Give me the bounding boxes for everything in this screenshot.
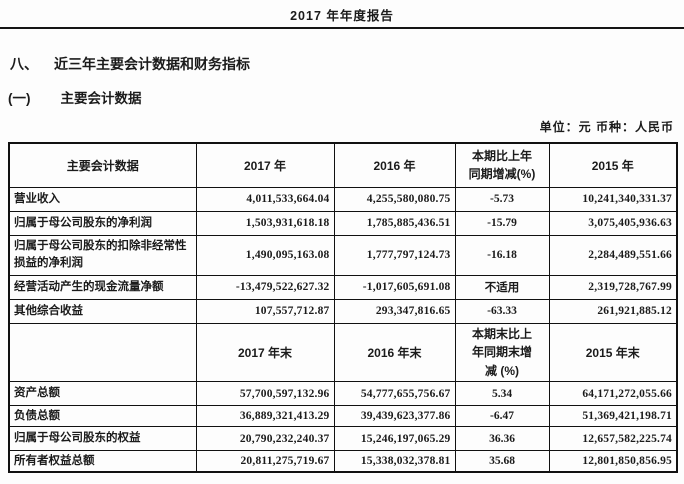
table-row: 营业收入 4,011,533,664.04 4,255,580,080.75 -…	[8, 186, 678, 212]
header-change-cell: 本期比上年 同期增减(%)	[454, 142, 550, 188]
table-header-endofyear: 2017 年末 2016 年末 本期末比上 年同期末增 减 (%) 2015 年…	[8, 322, 678, 383]
row-label: 归属于母公司股东的权益	[8, 426, 197, 452]
header-2015-cell: 2015 年末	[548, 322, 678, 383]
subsection-title: 主要会计数据	[60, 91, 142, 106]
row-label: 资产总额	[8, 381, 197, 407]
doc-title: 2017 年年度报告	[290, 9, 394, 23]
table-header-annual: 主要会计数据 2017 年 2016 年 本期比上年 同期增减(%) 2015 …	[8, 142, 678, 188]
header-change-line: 年同期末增	[471, 345, 532, 360]
value-2016: 15,338,032,378.81	[333, 450, 456, 473]
value-2016: 293,347,816.65	[333, 298, 456, 324]
value-2015: 3,075,405,936.63	[548, 210, 678, 236]
table-row: 经营活动产生的现金流量净额 -13,479,522,627.32 -1,017,…	[8, 274, 678, 300]
value-2015: 2,319,728,767.99	[548, 274, 678, 300]
header-2017-cell: 2017 年末	[195, 322, 335, 383]
value-2017: 4,011,533,664.04	[195, 186, 335, 212]
value-2015: 12,657,582,225.74	[548, 426, 678, 452]
value-change: -16.18	[454, 234, 550, 276]
value-change: -63.33	[454, 298, 550, 324]
row-label: 所有者权益总额	[8, 450, 197, 473]
subsection-heading: (一) 主要会计数据	[8, 87, 684, 107]
row-label: 归属于母公司股东的净利润	[8, 210, 197, 236]
value-2016: 4,255,580,080.75	[333, 186, 456, 212]
value-2017: 1,503,931,618.18	[195, 210, 335, 236]
value-2017: 107,557,712.87	[195, 298, 335, 324]
value-change: -5.73	[454, 186, 550, 212]
value-2016: 1,785,885,436.51	[333, 210, 456, 236]
value-2015: 261,921,885.12	[548, 298, 678, 324]
value-change: -15.79	[454, 210, 550, 236]
row-label: 负债总额	[8, 405, 197, 428]
value-2016: 15,246,197,065.29	[333, 426, 456, 452]
row-label: 其他综合收益	[8, 298, 197, 324]
header-change-line: 减 (%)	[485, 363, 519, 378]
header-2015-cell: 2015 年	[548, 142, 678, 188]
value-2015: 51,369,421,198.71	[548, 405, 678, 428]
table-row: 所有者权益总额 20,811,275,719.67 15,338,032,378…	[8, 450, 678, 473]
value-2015: 2,284,489,551.66	[548, 234, 678, 276]
value-change: -6.47	[454, 405, 550, 428]
header-change-cell: 本期末比上 年同期末增 减 (%)	[454, 322, 550, 383]
value-2016: 1,777,797,124.73	[333, 234, 456, 276]
table-row: 负债总额 36,889,321,413.29 39,439,623,377.86…	[8, 405, 678, 428]
value-2017: 20,790,232,240.37	[195, 426, 335, 452]
section-heading: 八、 近三年主要会计数据和财务指标	[10, 54, 684, 74]
table-row: 归属于母公司股东的扣除非经常性损益的净利润 1,490,095,163.08 1…	[8, 234, 678, 276]
value-2016: 39,439,623,377.86	[333, 405, 456, 428]
value-2015: 64,171,272,055.66	[548, 381, 678, 407]
header-2016-cell: 2016 年	[333, 142, 456, 188]
table-row: 归属于母公司股东的权益 20,790,232,240.37 15,246,197…	[8, 426, 678, 452]
row-label: 经营活动产生的现金流量净额	[8, 274, 197, 300]
financial-data-table: 主要会计数据 2017 年 2016 年 本期比上年 同期增减(%) 2015 …	[8, 142, 678, 473]
value-2015: 12,801,850,856.95	[548, 450, 678, 473]
value-2016: 54,777,655,756.67	[333, 381, 456, 407]
section-number: 八、	[10, 56, 38, 72]
title-divider	[0, 27, 684, 29]
table-row: 资产总额 57,700,597,132.96 54,777,655,756.67…	[8, 381, 678, 407]
value-2017: 57,700,597,132.96	[195, 381, 335, 407]
value-change: 35.68	[454, 450, 550, 473]
header-label-cell: 主要会计数据	[8, 142, 197, 188]
value-2017: 1,490,095,163.08	[195, 234, 335, 276]
unit-note: 单位：元 币种：人民币	[539, 120, 674, 134]
row-label: 营业收入	[8, 186, 197, 212]
value-2017: 36,889,321,413.29	[195, 405, 335, 428]
value-2015: 10,241,340,331.37	[548, 186, 678, 212]
header-2017-cell: 2017 年	[195, 142, 335, 188]
header-label-cell	[8, 322, 197, 383]
section-title: 近三年主要会计数据和财务指标	[54, 56, 250, 72]
subsection-number: (一)	[8, 91, 31, 106]
table-row: 其他综合收益 107,557,712.87 293,347,816.65 -63…	[8, 298, 678, 324]
header-change-line: 同期增减(%)	[468, 167, 536, 182]
value-change: 5.34	[454, 381, 550, 407]
table-row: 归属于母公司股东的净利润 1,503,931,618.18 1,785,885,…	[8, 210, 678, 236]
row-label: 归属于母公司股东的扣除非经常性损益的净利润	[8, 234, 197, 276]
value-change: 36.36	[454, 426, 550, 452]
header-change-line: 本期末比上	[471, 326, 532, 341]
value-2017: -13,479,522,627.32	[195, 274, 335, 300]
value-2016: -1,017,605,691.08	[333, 274, 456, 300]
value-change: 不适用	[454, 274, 550, 300]
value-2017: 20,811,275,719.67	[195, 450, 335, 473]
header-2016-cell: 2016 年末	[333, 322, 456, 383]
header-change-line: 本期比上年	[471, 148, 532, 163]
